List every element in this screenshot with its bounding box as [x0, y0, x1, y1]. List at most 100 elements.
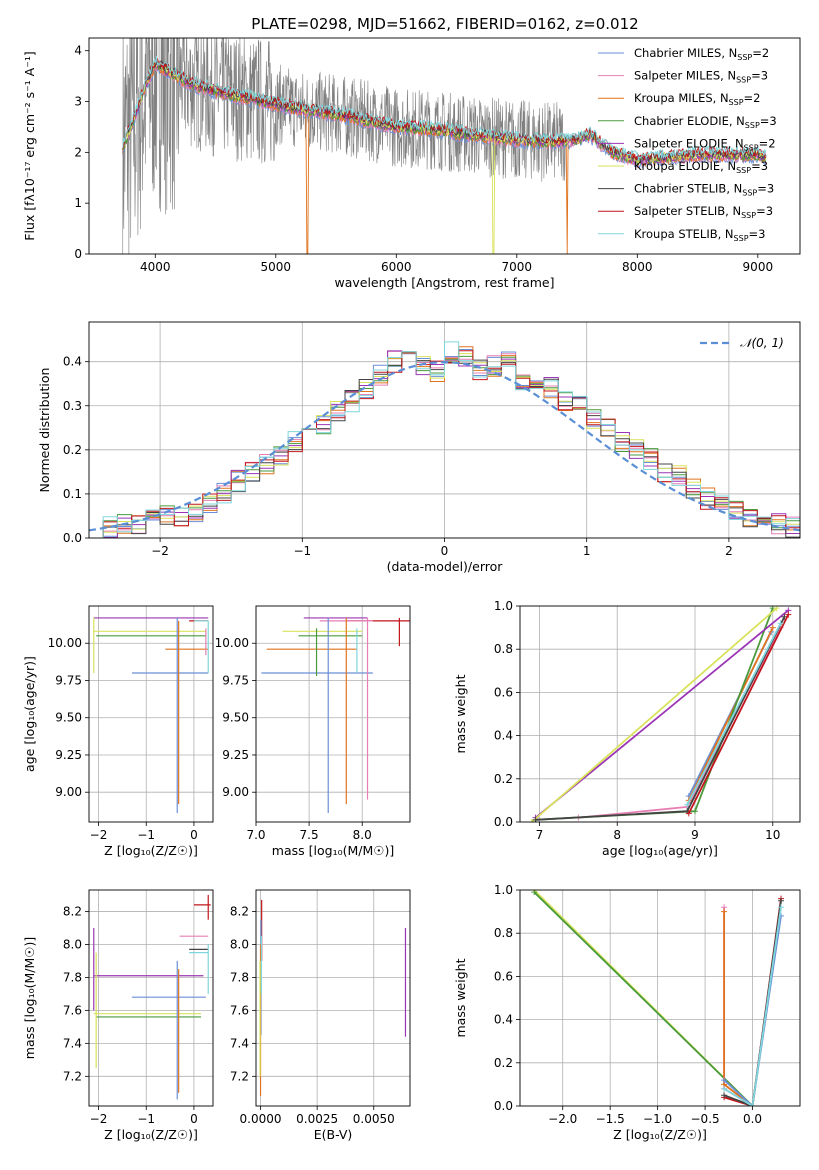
plot-area: [520, 606, 800, 822]
x-axis-label: (data-model)/error: [387, 559, 504, 574]
legend-entry: Chabrier MILES, NSSP=2: [634, 46, 769, 62]
legend-count: =3: [760, 114, 777, 128]
x-tick-label: 0: [190, 828, 198, 842]
y-tick-label: 7.4: [230, 1036, 249, 1050]
y-tick-label: 1.0: [494, 883, 513, 897]
panel-weight-vs-z: −2.0 −1.5 −1.0 −0.5 0.0 0.0 0.2 0.4 0.6 0.8 1.0 Z […: [453, 883, 801, 1142]
x-tick-label: 0: [441, 544, 449, 558]
panel-spectrum: 4000 5000 6000 7000 8000 9000 0 1 2 3 4 wavelength …: [22, 37, 801, 290]
y-tick-label: 0.2: [494, 1056, 513, 1070]
y-tick-label: 0.0: [494, 815, 513, 829]
x-axis-label: mass [log₁₀(M/M☉)]: [272, 843, 394, 858]
weight-marker: [721, 908, 728, 915]
y-tick-label: 7.2: [230, 1069, 249, 1083]
y-tick-label: 0.2: [494, 772, 513, 786]
weight-marker: [684, 801, 691, 808]
panel-residuals: −2 −1 0 1 2 0.0 0.1 0.2 0.3 0.4 (data-model)/error…: [37, 321, 801, 574]
x-tick-label: 1: [583, 544, 591, 558]
plot-area: [89, 890, 213, 1106]
legend-count: =2: [752, 46, 769, 60]
weight-line: [531, 607, 778, 822]
x-tick-label: 0.0050: [353, 1112, 395, 1126]
weight-line: [535, 609, 789, 819]
panel-weight-vs-age: 7 8 9 10 0.0 0.2 0.4 0.6 0.8 1.0 age [log₁₀(age/yr…: [453, 599, 801, 858]
weight-marker: [528, 819, 535, 822]
legend-count: =2: [744, 91, 761, 105]
y-tick-label: 7.2: [63, 1069, 82, 1083]
weight-marker: [721, 1077, 728, 1084]
weight-marker: [778, 897, 785, 904]
x-tick-label: 7: [536, 828, 544, 842]
weight-marker: [685, 810, 692, 817]
weight-marker: [785, 611, 792, 618]
weight-line: [723, 907, 782, 1106]
x-tick-label: 6000: [381, 260, 412, 274]
y-tick-label: 0.4: [494, 1013, 513, 1027]
x-tick-label: −1.5: [596, 1112, 625, 1126]
weight-marker: [769, 624, 776, 631]
y-tick-label: 0.8: [494, 642, 513, 656]
weight-line: [687, 627, 774, 801]
y-axis-label: Normed distribution: [37, 368, 52, 493]
legend-subscript: SSP: [736, 76, 751, 85]
x-tick-label: 8.0: [353, 828, 372, 842]
legend-entry: Salpeter ELODIE, NSSP=2: [634, 136, 776, 152]
y-tick-label: 0.8: [494, 926, 513, 940]
y-axis-label: mass [log₁₀(M/M☉)]: [22, 937, 37, 1059]
weight-line: [687, 614, 790, 814]
y-tick-label: 9.00: [55, 785, 82, 799]
legend-entry: Kroupa STELIB, NSSP=3: [634, 227, 765, 243]
axes-frame: [519, 889, 801, 1107]
plot-area: [520, 890, 800, 1106]
y-tick-label: 9.25: [222, 748, 249, 762]
x-tick-label: −2.0: [548, 1112, 577, 1126]
x-tick-label: 7.5: [300, 828, 319, 842]
x-tick-label: −2: [90, 828, 108, 842]
x-tick-label: −2: [90, 1112, 108, 1126]
legend-count: =3: [749, 227, 766, 241]
weight-line: [533, 891, 754, 1106]
x-tick-label: −1: [293, 544, 311, 558]
y-tick-label: 9.75: [55, 673, 82, 687]
x-axis-label: Z [log₁₀(Z/Z☉)]: [613, 1127, 707, 1142]
y-tick-label: 9.50: [222, 711, 249, 725]
y-tick-label: 0.6: [494, 969, 513, 983]
panel-age-vs-mass: 7.0 7.5 8.0 9.00 9.25 9.50 9.75 10.00 mass [log₁…: [215, 605, 411, 858]
x-tick-label: 2: [725, 544, 733, 558]
weight-line: [578, 627, 782, 819]
x-tick-label: 4000: [140, 260, 171, 274]
legend-count: =3: [751, 159, 768, 173]
y-tick-label: 10.00: [48, 636, 82, 650]
y-axis-label: mass weight: [453, 674, 468, 753]
x-tick-label: 9: [691, 828, 699, 842]
weight-marker: [777, 620, 784, 627]
y-tick-label: 9.25: [55, 748, 82, 762]
panel-age-vs-z: −2 −1 0 9.00 9.25 9.50 9.75 10.00 Z [log₁₀(Z/Z☉)…: [22, 605, 214, 858]
y-tick-label: 7.8: [63, 970, 82, 984]
y-axis-label: mass weight: [453, 958, 468, 1037]
y-tick-label: 0.1: [63, 487, 82, 501]
legend-entry: Kroupa ELODIE, NSSP=3: [634, 159, 768, 175]
axes-frame: [519, 605, 801, 823]
axes-frame: [255, 605, 411, 823]
weight-line: [723, 911, 754, 1106]
y-tick-label: 9.75: [222, 673, 249, 687]
spectrum-legend: Chabrier MILES, NSSP=2 Salpeter MILES, NS…: [598, 46, 777, 243]
y-tick-label: 0.4: [63, 355, 82, 369]
y-tick-label: 8.0: [63, 937, 82, 951]
legend-subscript: SSP: [736, 166, 751, 175]
weight-line: [686, 622, 782, 806]
x-axis-label: Z [log₁₀(Z/Z☉)]: [104, 843, 198, 858]
axes-frame: [88, 37, 801, 255]
x-tick-label: 8: [613, 828, 621, 842]
weight-marker: [778, 904, 785, 911]
plot-area: [89, 606, 213, 822]
legend-subscript: SSP: [734, 234, 749, 243]
y-tick-label: 7.4: [63, 1036, 82, 1050]
x-tick-label: 0.0: [743, 1112, 762, 1126]
y-tick-label: 1.0: [494, 599, 513, 613]
axes-frame: [88, 321, 801, 539]
y-tick-label: 0.2: [63, 443, 82, 457]
x-tick-label: 7.0: [246, 828, 265, 842]
